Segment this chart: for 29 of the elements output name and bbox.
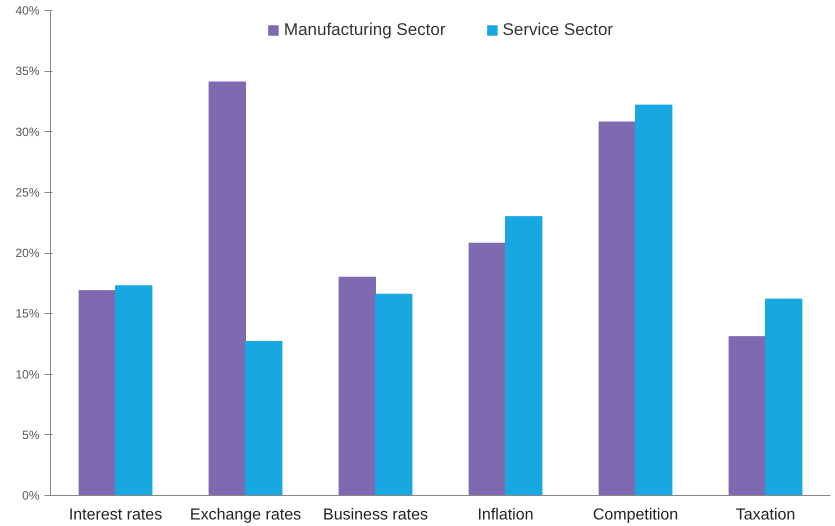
y-tick-label: 20%: [15, 246, 40, 260]
x-tick-label: Exchange rates: [190, 506, 302, 524]
legend-label: Service Sector: [502, 20, 614, 40]
bar: [78, 290, 116, 496]
y-tick-label: 30%: [15, 124, 40, 139]
bar: [728, 336, 766, 496]
bar: [375, 294, 412, 496]
bar: [115, 285, 152, 496]
bar: [765, 298, 802, 496]
bar: [505, 216, 542, 496]
y-tick-label: 35%: [15, 64, 40, 78]
bar: [468, 242, 506, 496]
x-tick-label: Competition: [592, 506, 678, 524]
legend-label: Manufacturing Sector: [284, 20, 446, 40]
bar: [635, 104, 672, 496]
bar: [338, 276, 376, 496]
bar: [598, 122, 636, 496]
y-tick-label: 0%: [22, 488, 40, 502]
bar: [208, 82, 246, 496]
x-tick-label: Interest rates: [68, 506, 162, 524]
y-tick-label: 40%: [15, 4, 40, 18]
y-tick-label: 25%: [15, 185, 40, 200]
x-tick-label: Inflation: [477, 506, 534, 524]
y-tick-label: 10%: [15, 367, 40, 382]
x-tick-label: Taxation: [736, 506, 796, 524]
x-tick-label: Business rates: [323, 506, 428, 524]
y-tick-label: 15%: [15, 306, 40, 321]
bar: [245, 341, 282, 496]
y-tick-label: 5%: [22, 428, 40, 442]
